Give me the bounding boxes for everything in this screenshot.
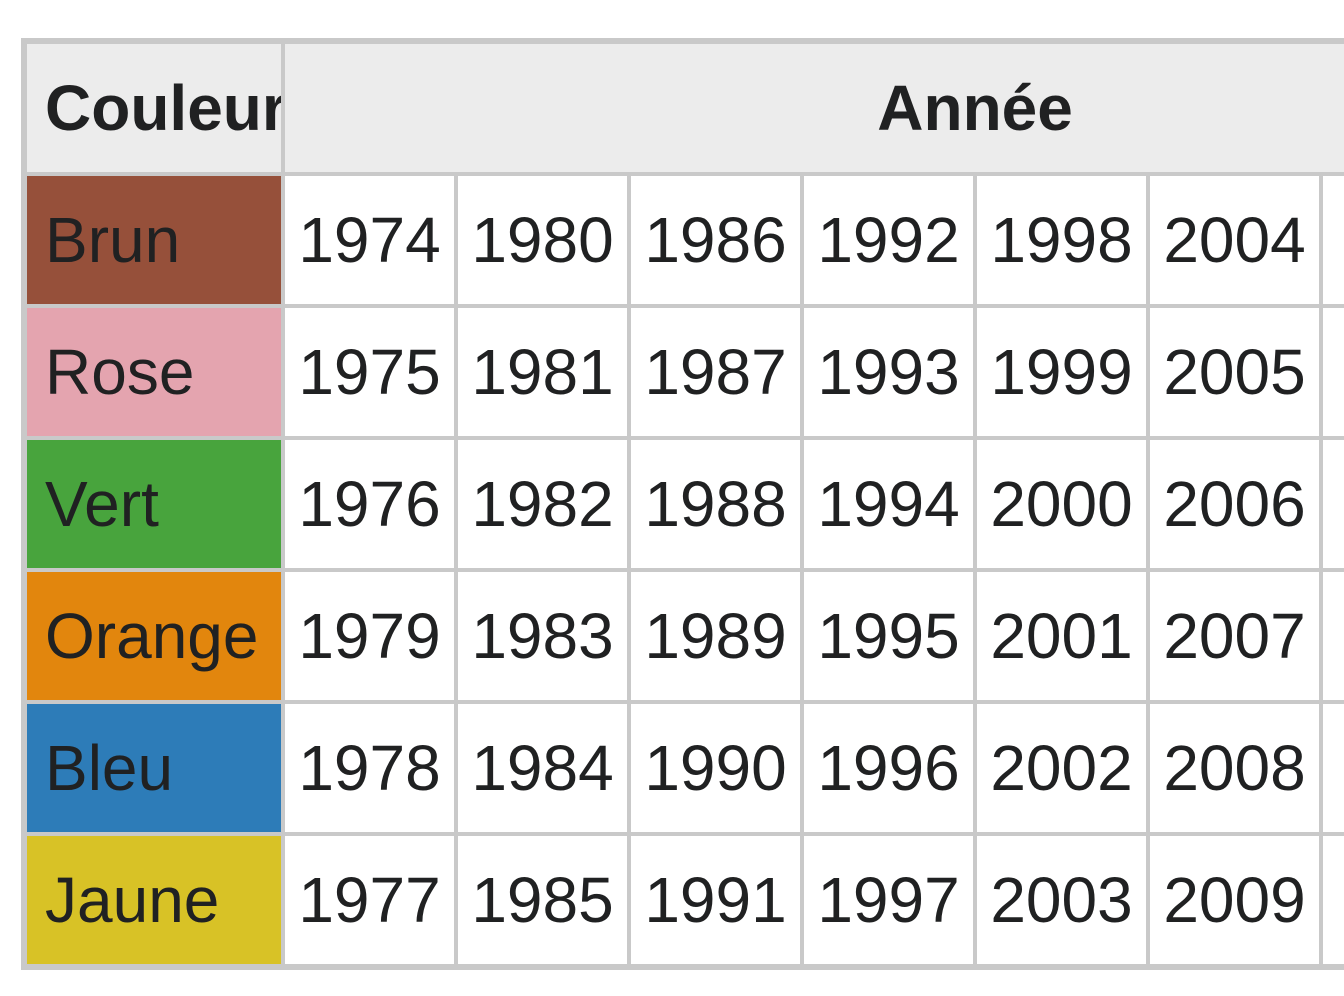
year-cell: 2003 (975, 834, 1148, 966)
year-cell: 1979 (283, 570, 456, 702)
year-cell: 1977 (283, 834, 456, 966)
year-cell: 2005 (1148, 306, 1321, 438)
year-cell: 1985 (456, 834, 629, 966)
color-cell-orange: Orange (25, 570, 283, 702)
year-cell (1321, 702, 1344, 834)
color-cell-vert: Vert (25, 438, 283, 570)
color-cell-bleu: Bleu (25, 702, 283, 834)
year-cell: 1995 (802, 570, 975, 702)
year-cell: 1989 (629, 570, 802, 702)
year-cell (1321, 834, 1344, 966)
table-row: Brun 1974 1980 1986 1992 1998 2004 (25, 174, 1344, 306)
year-cell (1321, 174, 1344, 306)
year-cell: 1991 (629, 834, 802, 966)
year-cell: 2004 (1148, 174, 1321, 306)
year-cell: 2009 (1148, 834, 1321, 966)
table-row: Vert 1976 1982 1988 1994 2000 2006 (25, 438, 1344, 570)
year-cell: 1988 (629, 438, 802, 570)
year-cell: 1994 (802, 438, 975, 570)
column-header-annee: Année (283, 42, 1344, 174)
year-cell: 1976 (283, 438, 456, 570)
year-cell: 1978 (283, 702, 456, 834)
year-cell (1321, 438, 1344, 570)
table-row: Jaune 1977 1985 1991 1997 2003 2009 (25, 834, 1344, 966)
year-cell: 1975 (283, 306, 456, 438)
column-header-couleur: Couleur (25, 42, 283, 174)
year-cell: 1996 (802, 702, 975, 834)
year-cell: 2001 (975, 570, 1148, 702)
color-year-table: Couleur Année Brun 1974 1980 1986 1992 1998 20… (21, 38, 1344, 970)
year-cell: 1987 (629, 306, 802, 438)
table-body: Brun 1974 1980 1986 1992 1998 2004 Rose 1975 1981… (25, 174, 1344, 966)
year-cell: 1982 (456, 438, 629, 570)
year-cell: 2007 (1148, 570, 1321, 702)
table-row: Orange 1979 1983 1989 1995 2001 2007 (25, 570, 1344, 702)
year-cell: 1986 (629, 174, 802, 306)
year-cell (1321, 306, 1344, 438)
year-cell: 1997 (802, 834, 975, 966)
year-cell: 1990 (629, 702, 802, 834)
year-cell: 1999 (975, 306, 1148, 438)
table-row: Bleu 1978 1984 1990 1996 2002 2008 (25, 702, 1344, 834)
year-cell: 1993 (802, 306, 975, 438)
year-cell: 1974 (283, 174, 456, 306)
year-cell: 1998 (975, 174, 1148, 306)
year-cell: 1980 (456, 174, 629, 306)
color-cell-rose: Rose (25, 306, 283, 438)
year-cell: 1983 (456, 570, 629, 702)
table-row: Rose 1975 1981 1987 1993 1999 2005 (25, 306, 1344, 438)
year-cell: 1984 (456, 702, 629, 834)
header-row: Couleur Année (25, 42, 1344, 174)
year-cell: 2008 (1148, 702, 1321, 834)
year-cell: 1992 (802, 174, 975, 306)
year-cell (1321, 570, 1344, 702)
color-cell-brun: Brun (25, 174, 283, 306)
year-cell: 1981 (456, 306, 629, 438)
year-cell: 2000 (975, 438, 1148, 570)
year-cell: 2002 (975, 702, 1148, 834)
year-cell: 2006 (1148, 438, 1321, 570)
color-cell-jaune: Jaune (25, 834, 283, 966)
